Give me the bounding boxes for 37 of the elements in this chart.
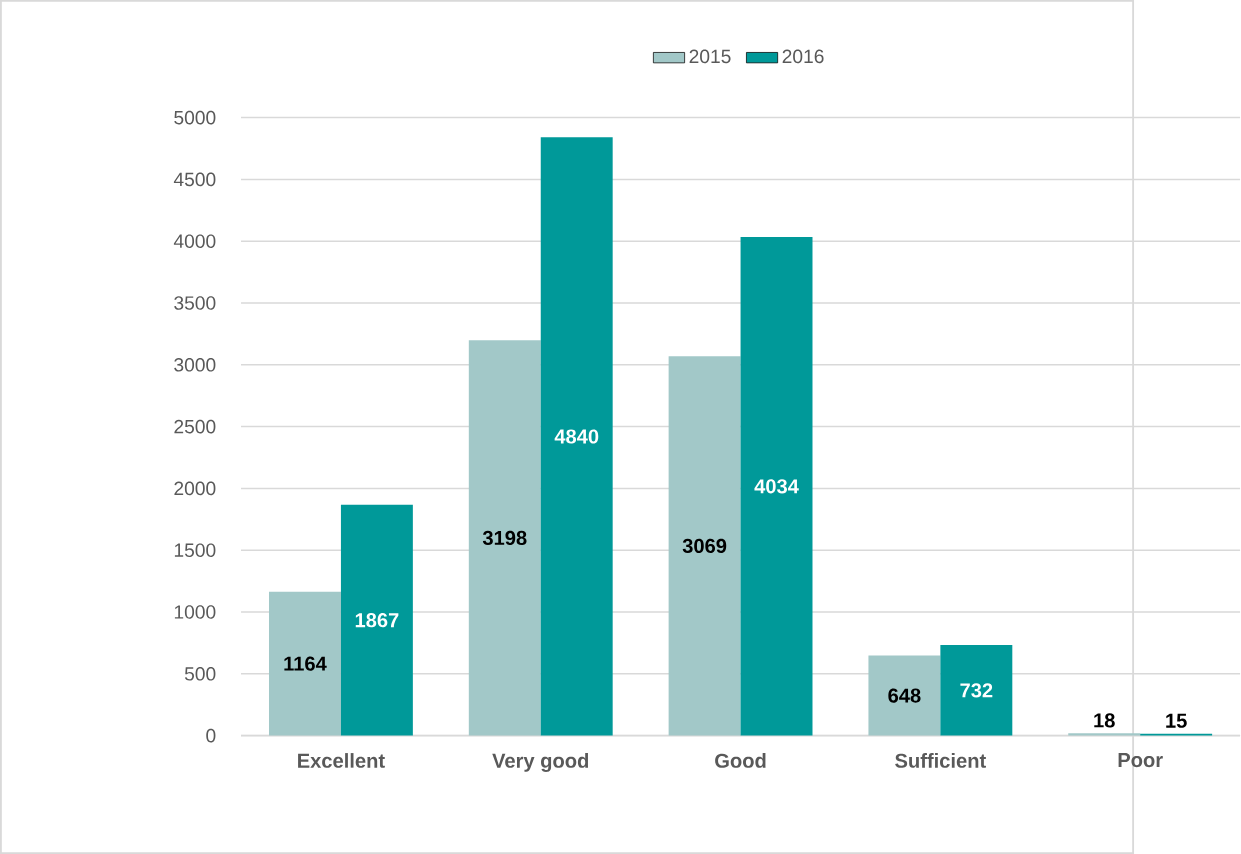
y-tick-label: 4500 — [173, 172, 216, 187]
y-tick-label: 0 — [206, 728, 216, 743]
legend-label: 2015 — [689, 49, 731, 64]
x-tick-label: Poor — [1118, 753, 1163, 768]
data-label: 732 — [960, 683, 993, 698]
bar — [940, 645, 1013, 736]
bar — [468, 340, 541, 736]
data-label: 3069 — [682, 538, 727, 554]
bar — [740, 237, 813, 736]
data-label: 3198 — [482, 530, 527, 546]
y-tick-label: 500 — [184, 667, 216, 681]
x-tick-label: Excellent — [298, 753, 385, 768]
bar — [868, 655, 941, 736]
legend-label: 2016 — [782, 49, 824, 64]
x-tick-label: Very good — [492, 753, 589, 772]
y-tick-label: 1500 — [174, 543, 216, 558]
y-tick-label: 5000 — [174, 110, 216, 125]
data-label: 4034 — [754, 479, 799, 494]
data-label: 4840 — [554, 429, 599, 444]
y-tick-label: 1000 — [174, 605, 216, 619]
y-tick-label: 4000 — [173, 234, 216, 249]
bar — [668, 356, 741, 736]
y-tick-label: 2000 — [174, 481, 216, 496]
bar — [540, 137, 613, 736]
bar — [1068, 733, 1141, 736]
bar — [340, 504, 413, 736]
data-label: 15 — [1166, 713, 1187, 728]
data-label: 18 — [1094, 713, 1115, 728]
y-tick-label: 3500 — [174, 296, 216, 310]
x-tick-label: Good — [715, 753, 766, 768]
data-label: 648 — [888, 688, 921, 703]
bar — [268, 591, 341, 736]
y-tick-label: 2500 — [174, 419, 216, 434]
data-label: 1164 — [284, 656, 327, 671]
x-tick-label: Sufficient — [895, 753, 986, 768]
data-label: 1867 — [355, 613, 399, 628]
y-tick-label: 3000 — [174, 358, 216, 372]
